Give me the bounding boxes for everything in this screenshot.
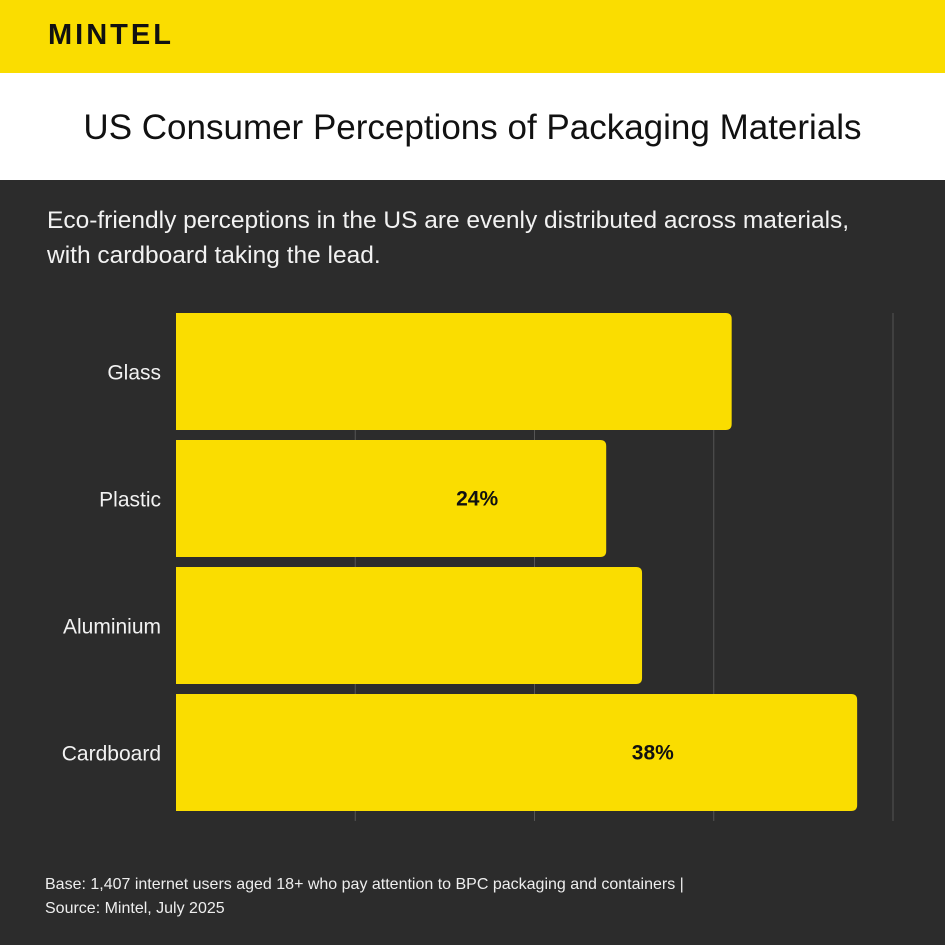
data-label-plastic: 24% [456,488,498,511]
bar-aluminium [176,567,643,684]
footnote-base: Base: 1,407 internet users aged 18+ who … [45,876,684,893]
bar-glass [176,313,732,430]
footnote: Base: 1,407 internet users aged 18+ who … [45,873,684,921]
mintel-logo: MINTEL [48,19,174,51]
footnote-source: Source: Mintel, July 2025 [45,900,225,917]
page-title: US Consumer Perceptions of Packaging Mat… [83,108,862,147]
category-label-cardboard: Cardboard [62,743,161,766]
category-label-aluminium: Aluminium [63,616,161,639]
brand-bar: MINTEL [0,0,945,73]
category-label-glass: Glass [107,362,161,385]
bar-cardboard [176,694,858,811]
title-bar [0,73,945,180]
category-label-plastic: Plastic [99,489,161,512]
chart-subtitle: Eco-friendly perceptions in the US are e… [47,207,850,269]
bar-plastic [176,440,607,557]
data-label-cardboard: 38% [632,742,674,765]
